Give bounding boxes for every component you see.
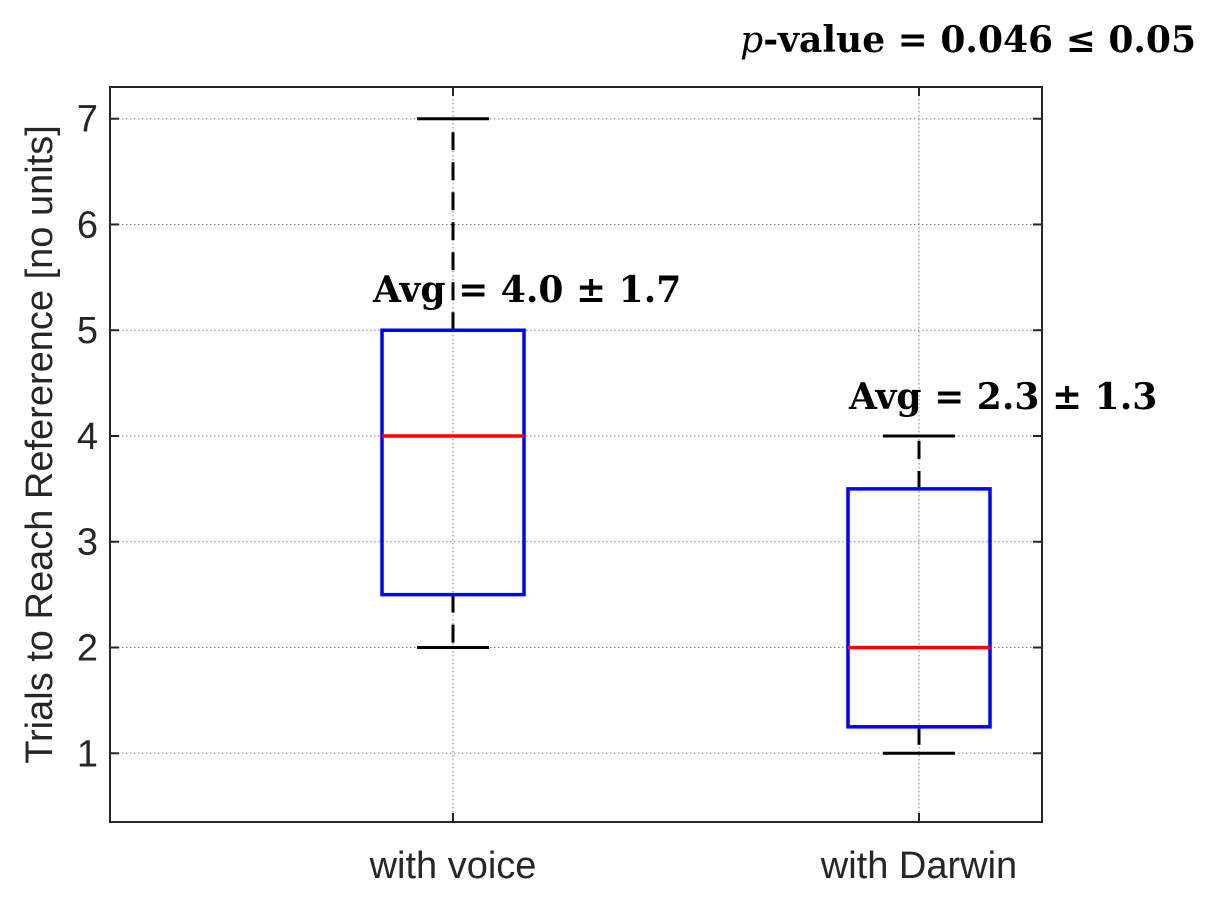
p-value-text: -value = 0.046 ≤ 0.05 [763,19,1196,61]
y-tick-label: 5 [77,310,98,352]
p-value-italic-p: p [740,20,763,61]
axis-ticks [110,87,1042,822]
y-tick-label: 1 [77,733,98,775]
box-plot-series [380,117,992,755]
grid-lines [110,87,1042,822]
x-tick-label: with voice [369,845,537,887]
box-group-with-voice [380,117,526,650]
box-iqr [380,328,526,597]
y-tick-label: 4 [77,416,98,458]
y-tick-label: 2 [77,628,98,670]
y-tick-label: 7 [77,99,98,141]
annotation-avg-with-darwin: Avg = 2.3 ± 1.3 [848,376,1157,418]
y-tick-label: 6 [77,204,98,246]
plot-frame [109,86,1043,823]
annotation-avg-with-voice: Avg = 4.0 ± 1.7 [372,269,681,311]
tick-labels: 1 2 3 4 5 6 7 with voice with Darwin [77,99,1017,887]
p-value-annotation: p-value = 0.046 ≤ 0.05 [740,19,1196,61]
box-group-with-darwin [846,434,992,755]
y-tick-label: 3 [77,522,98,564]
y-axis-title: Trials to Reach Refererence [no units] [19,125,61,764]
x-tick-label: with Darwin [820,845,1017,887]
box-iqr [846,487,992,729]
